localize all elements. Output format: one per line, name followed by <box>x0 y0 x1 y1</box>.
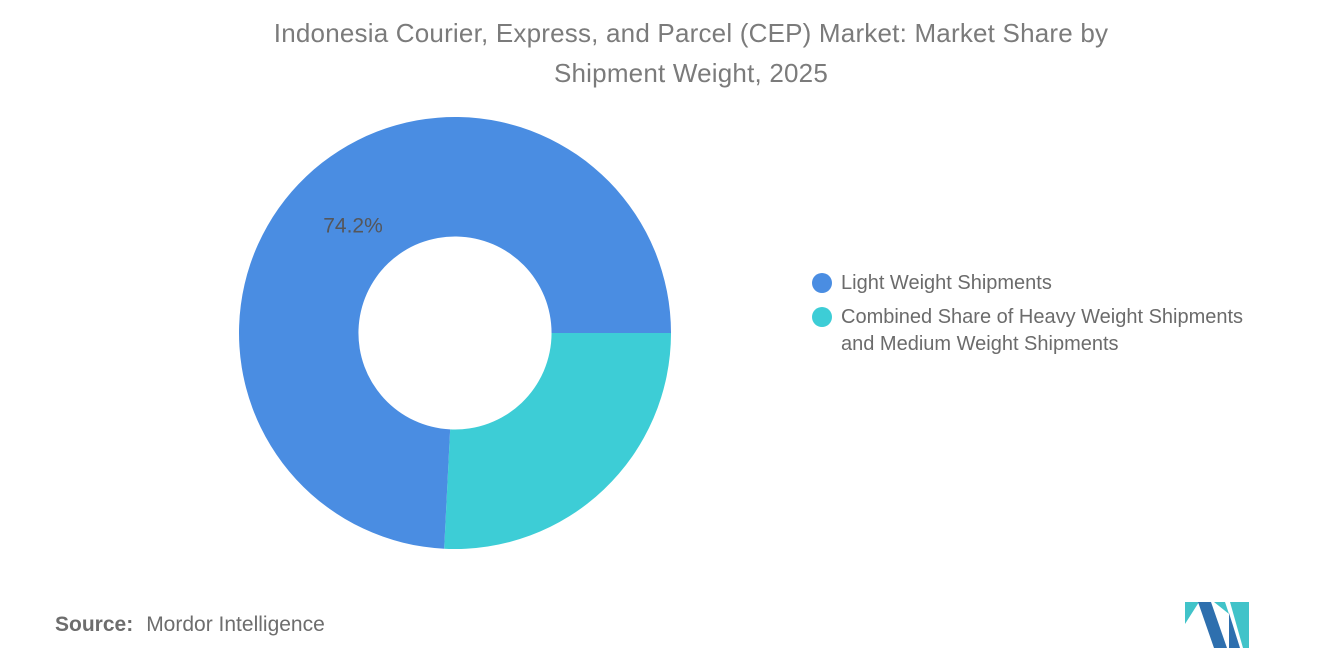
logo-shape-dark-band <box>1198 602 1227 648</box>
chart-title-line-1: Indonesia Courier, Express, and Parcel (… <box>273 18 1109 48</box>
mordor-intelligence-logo <box>1185 602 1249 648</box>
donut-slice-1[interactable] <box>444 333 671 549</box>
logo-shape-dark-triangle <box>1229 613 1240 648</box>
logo-shape-teal-left <box>1185 602 1199 624</box>
legend-label: Combined Share of Heavy Weight Shipments… <box>841 306 1244 355</box>
source-text: Mordor Intelligence <box>146 613 325 636</box>
legend: Light Weight Shipments Combined Share of … <box>812 270 1243 358</box>
legend-swatch-icon <box>812 273 832 293</box>
legend-item-1[interactable]: Combined Share of Heavy Weight Shipments… <box>812 304 1243 358</box>
chart-title-line-2: Shipment Weight, 2025 <box>553 58 828 88</box>
logo-shape-teal-mid <box>1214 602 1229 614</box>
slice-value-label: 74.2% <box>323 214 383 237</box>
source-line: Source: Mordor Intelligence <box>55 613 325 637</box>
legend-label: Light Weight Shipments <box>841 272 1052 294</box>
logo-shape-teal-square <box>1230 602 1249 648</box>
donut-chart: 74.2% <box>239 117 671 549</box>
legend-swatch-icon <box>812 307 832 327</box>
source-prefix: Source: <box>55 613 134 636</box>
chart-title: Indonesia Courier, Express, and Parcel (… <box>62 13 1320 93</box>
donut-slice-0[interactable] <box>239 117 671 549</box>
legend-item-0[interactable]: Light Weight Shipments <box>812 270 1243 297</box>
